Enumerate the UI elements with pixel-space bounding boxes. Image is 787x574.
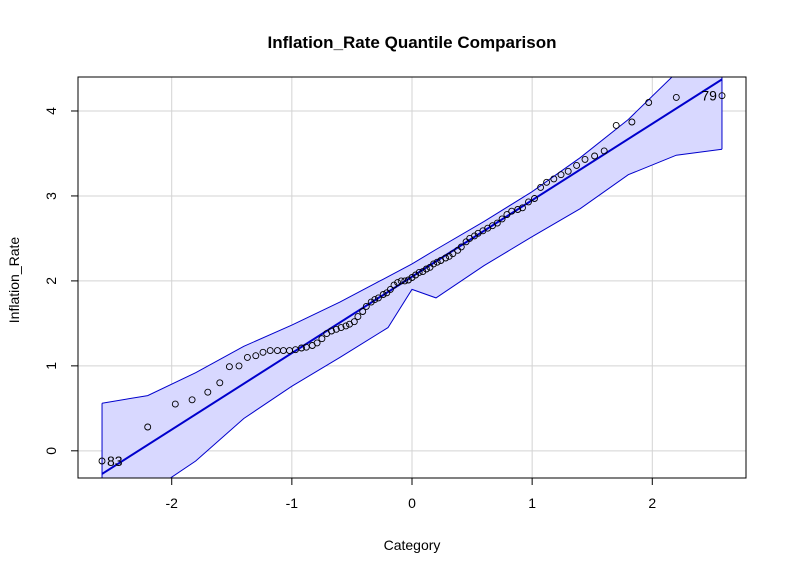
data-point xyxy=(537,183,545,191)
x-tick-label: 1 xyxy=(528,495,536,511)
data-point xyxy=(337,324,345,332)
data-point xyxy=(394,279,402,287)
data-point xyxy=(525,198,532,206)
data-point xyxy=(557,171,565,179)
data-point xyxy=(171,400,179,408)
data-point xyxy=(404,276,412,284)
data-points xyxy=(98,92,726,465)
data-point xyxy=(397,277,405,285)
data-point xyxy=(531,195,538,202)
data-point xyxy=(401,277,409,285)
data-point xyxy=(628,118,636,126)
data-point xyxy=(581,155,589,163)
x-axis-label: Category xyxy=(384,537,441,553)
band-lower-edge xyxy=(169,148,723,478)
data-point xyxy=(204,388,212,396)
data-point xyxy=(379,291,387,298)
data-point xyxy=(374,294,382,302)
data-point xyxy=(430,260,438,268)
data-point xyxy=(225,363,233,371)
y-tick-label: 1 xyxy=(43,362,59,370)
data-point xyxy=(259,348,267,356)
reference-line xyxy=(101,78,723,475)
x-tick-label: 0 xyxy=(408,495,416,511)
data-point xyxy=(415,268,423,276)
chart-title: Inflation_Rate Quantile Comparison xyxy=(267,33,556,52)
data-point xyxy=(498,215,506,223)
data-point xyxy=(591,152,599,160)
point-labels: 83 79 xyxy=(107,88,717,469)
data-point xyxy=(573,161,581,169)
data-point xyxy=(367,298,375,306)
data-point xyxy=(354,313,362,321)
data-point xyxy=(318,335,326,343)
data-point xyxy=(98,457,106,465)
data-point xyxy=(359,308,367,315)
data-point xyxy=(550,175,558,183)
data-point xyxy=(188,396,196,404)
y-axis: 0 1 2 3 4 xyxy=(43,107,79,455)
x-tick-label: -2 xyxy=(165,495,178,511)
data-point xyxy=(328,327,335,335)
data-point xyxy=(454,246,462,254)
data-point xyxy=(612,121,620,129)
data-point xyxy=(503,211,511,219)
point-label: 79 xyxy=(701,88,717,104)
y-tick-label: 4 xyxy=(43,107,59,115)
data-point xyxy=(422,265,430,273)
data-point xyxy=(718,92,726,100)
point-label: 83 xyxy=(107,453,123,469)
data-point xyxy=(216,379,224,387)
data-point xyxy=(457,243,465,251)
data-point xyxy=(235,362,243,370)
data-point xyxy=(313,339,321,347)
data-point xyxy=(371,296,379,304)
data-point xyxy=(442,254,450,262)
data-point xyxy=(350,318,358,326)
data-point xyxy=(514,206,522,213)
data-point xyxy=(645,99,653,106)
data-point xyxy=(408,274,416,281)
data-point xyxy=(564,167,572,175)
data-point xyxy=(144,423,152,431)
data-point xyxy=(519,204,526,212)
data-point xyxy=(543,178,551,186)
data-point xyxy=(266,347,274,355)
data-point xyxy=(462,238,470,246)
data-point xyxy=(342,322,350,330)
data-point xyxy=(252,352,260,360)
data-point xyxy=(362,302,370,310)
y-tick-label: 3 xyxy=(43,192,59,200)
y-tick-label: 2 xyxy=(43,277,59,285)
y-tick-label: 0 xyxy=(43,447,59,455)
data-point xyxy=(386,285,394,293)
data-point xyxy=(390,281,398,289)
x-axis: -2 -1 0 1 2 xyxy=(165,477,656,511)
qq-line xyxy=(101,78,723,475)
data-point xyxy=(433,258,441,266)
y-axis-label: Inflation_Rate xyxy=(6,237,22,324)
data-point xyxy=(298,344,305,352)
data-point xyxy=(383,289,391,297)
x-tick-label: -1 xyxy=(286,495,299,511)
data-point xyxy=(332,325,340,333)
data-point xyxy=(493,219,501,227)
x-tick-label: 2 xyxy=(648,495,656,511)
band-upper-edge xyxy=(101,77,673,404)
data-point xyxy=(449,250,457,258)
data-point xyxy=(600,147,608,155)
data-point xyxy=(426,263,434,271)
data-point xyxy=(672,93,680,101)
data-point xyxy=(243,353,251,361)
